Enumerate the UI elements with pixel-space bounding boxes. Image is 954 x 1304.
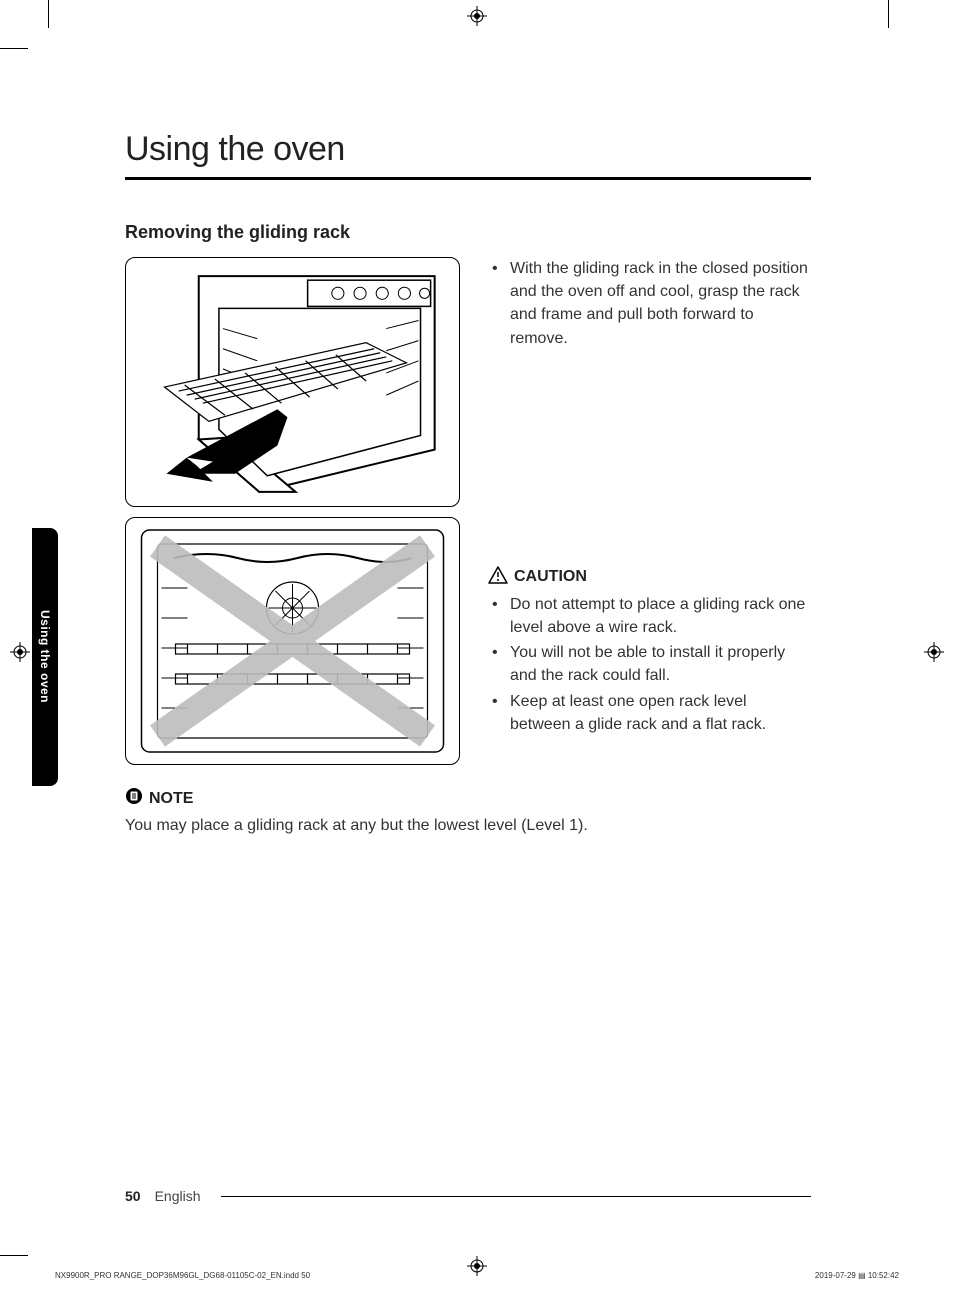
caution-bullet: Do not attempt to place a gliding rack o… bbox=[488, 593, 811, 639]
registration-mark-icon bbox=[467, 6, 487, 26]
caution-bullet: You will not be able to install it prope… bbox=[488, 641, 811, 687]
crop-mark bbox=[48, 0, 49, 28]
note-block: NOTE You may place a gliding rack at any… bbox=[125, 787, 811, 837]
title-rule bbox=[125, 177, 811, 180]
caution-header: CAUTION bbox=[488, 566, 811, 589]
note-header: NOTE bbox=[125, 787, 811, 810]
spacer bbox=[488, 352, 811, 560]
intro-bullets: With the gliding rack in the closed posi… bbox=[488, 257, 811, 350]
registration-mark-icon bbox=[924, 642, 944, 662]
footer-rule bbox=[221, 1196, 812, 1197]
caution-bullet: Keep at least one open rack level betwee… bbox=[488, 690, 811, 736]
page-footer: 50 English bbox=[125, 1188, 811, 1204]
figure-remove-rack bbox=[125, 257, 460, 507]
page-frame: Using the oven Using the oven Removing t… bbox=[50, 50, 886, 1234]
print-timestamp: 2019-07-29 ▤ 10:52:42 bbox=[815, 1271, 899, 1280]
two-column-layout: With the gliding rack in the closed posi… bbox=[125, 257, 811, 765]
crop-mark bbox=[0, 1255, 28, 1256]
print-file: NX9900R_PRO RANGE_DOP36M96GL_DG68-01105C… bbox=[55, 1271, 310, 1280]
caution-block: CAUTION Do not attempt to place a glidin… bbox=[488, 566, 811, 736]
oven-rack-illustration bbox=[126, 258, 459, 506]
caution-bullets: Do not attempt to place a gliding rack o… bbox=[488, 593, 811, 736]
note-icon bbox=[125, 787, 143, 810]
section-heading: Removing the gliding rack bbox=[125, 222, 811, 243]
page-number: 50 bbox=[125, 1188, 141, 1204]
page-content: Using the oven Removing the gliding rack bbox=[50, 50, 886, 1234]
note-text: You may place a gliding rack at any but … bbox=[125, 814, 811, 837]
page-title: Using the oven bbox=[125, 130, 811, 169]
note-label: NOTE bbox=[149, 790, 193, 808]
crop-mark bbox=[0, 48, 28, 49]
figures-column bbox=[125, 257, 460, 765]
caution-label: CAUTION bbox=[514, 568, 587, 586]
figure-wrong-placement bbox=[125, 517, 460, 765]
intro-bullet: With the gliding rack in the closed posi… bbox=[488, 257, 811, 350]
registration-mark-icon bbox=[10, 642, 30, 662]
crop-mark bbox=[888, 0, 889, 28]
text-column: With the gliding rack in the closed posi… bbox=[488, 257, 811, 765]
oven-x-illustration bbox=[126, 518, 459, 764]
print-metadata: NX9900R_PRO RANGE_DOP36M96GL_DG68-01105C… bbox=[55, 1271, 899, 1280]
warning-icon bbox=[488, 566, 508, 589]
page-language: English bbox=[155, 1188, 201, 1204]
